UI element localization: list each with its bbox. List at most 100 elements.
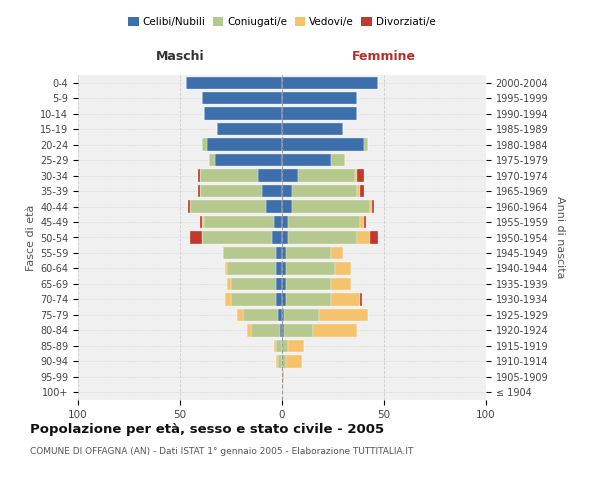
- Bar: [225, 262, 227, 274]
- Bar: [331, 293, 359, 306]
- Legend: Celibi/Nubili, Coniugati/e, Vedovi/e, Divorziati/e: Celibi/Nubili, Coniugati/e, Vedovi/e, Di…: [124, 12, 440, 31]
- Bar: [282, 76, 378, 89]
- Bar: [223, 247, 276, 259]
- Bar: [282, 108, 358, 120]
- Bar: [205, 108, 282, 120]
- Bar: [200, 185, 262, 198]
- Bar: [262, 185, 282, 198]
- Bar: [282, 278, 286, 290]
- Bar: [276, 262, 282, 274]
- Bar: [282, 247, 286, 259]
- Bar: [274, 216, 282, 228]
- Bar: [282, 355, 286, 368]
- Bar: [217, 123, 282, 136]
- Bar: [359, 185, 364, 198]
- Bar: [190, 232, 202, 243]
- Bar: [237, 308, 243, 321]
- Text: Popolazione per età, sesso e stato civile - 2005: Popolazione per età, sesso e stato civil…: [30, 422, 384, 436]
- Bar: [286, 247, 331, 259]
- Bar: [372, 200, 374, 212]
- Bar: [225, 293, 231, 306]
- Bar: [202, 92, 282, 104]
- Y-axis label: Fasce di età: Fasce di età: [26, 204, 36, 270]
- Bar: [313, 324, 358, 336]
- Y-axis label: Anni di nascita: Anni di nascita: [555, 196, 565, 279]
- Bar: [284, 308, 319, 321]
- Bar: [243, 308, 278, 321]
- Bar: [188, 200, 190, 212]
- Bar: [282, 92, 358, 104]
- Bar: [202, 232, 272, 243]
- Bar: [282, 216, 288, 228]
- Bar: [292, 200, 370, 212]
- Bar: [209, 154, 215, 166]
- Bar: [282, 232, 288, 243]
- Bar: [364, 216, 365, 228]
- Bar: [355, 170, 358, 182]
- Bar: [202, 138, 206, 151]
- Bar: [282, 154, 331, 166]
- Bar: [202, 216, 205, 228]
- Bar: [282, 123, 343, 136]
- Bar: [276, 247, 282, 259]
- Bar: [206, 138, 282, 151]
- Bar: [278, 355, 282, 368]
- Bar: [215, 154, 282, 166]
- Bar: [282, 324, 284, 336]
- Bar: [331, 154, 345, 166]
- Bar: [200, 170, 257, 182]
- Bar: [331, 247, 343, 259]
- Bar: [288, 232, 358, 243]
- Bar: [251, 324, 280, 336]
- Bar: [358, 170, 364, 182]
- Bar: [276, 293, 282, 306]
- Bar: [288, 340, 304, 352]
- Bar: [276, 340, 282, 352]
- Bar: [282, 262, 286, 274]
- Bar: [257, 170, 282, 182]
- Bar: [186, 76, 282, 89]
- Bar: [370, 232, 378, 243]
- Bar: [298, 170, 355, 182]
- Bar: [282, 170, 298, 182]
- Bar: [199, 185, 200, 198]
- Bar: [286, 355, 302, 368]
- Bar: [231, 278, 276, 290]
- Bar: [319, 308, 368, 321]
- Bar: [199, 170, 200, 182]
- Bar: [247, 324, 251, 336]
- Bar: [282, 308, 284, 321]
- Bar: [282, 370, 284, 383]
- Bar: [364, 138, 368, 151]
- Bar: [231, 293, 276, 306]
- Text: Maschi: Maschi: [155, 50, 205, 62]
- Bar: [358, 185, 359, 198]
- Bar: [274, 340, 276, 352]
- Bar: [370, 200, 372, 212]
- Bar: [288, 216, 359, 228]
- Bar: [280, 324, 282, 336]
- Bar: [358, 232, 370, 243]
- Bar: [227, 262, 276, 274]
- Text: Femmine: Femmine: [352, 50, 416, 62]
- Bar: [276, 278, 282, 290]
- Bar: [282, 293, 286, 306]
- Bar: [331, 278, 352, 290]
- Bar: [359, 216, 364, 228]
- Bar: [266, 200, 282, 212]
- Bar: [286, 293, 331, 306]
- Bar: [272, 232, 282, 243]
- Bar: [282, 185, 292, 198]
- Bar: [359, 293, 362, 306]
- Bar: [205, 216, 274, 228]
- Bar: [335, 262, 352, 274]
- Bar: [282, 340, 288, 352]
- Bar: [227, 278, 231, 290]
- Bar: [286, 278, 331, 290]
- Bar: [200, 216, 202, 228]
- Bar: [190, 200, 266, 212]
- Bar: [278, 308, 282, 321]
- Bar: [286, 262, 335, 274]
- Bar: [282, 200, 292, 212]
- Bar: [276, 355, 278, 368]
